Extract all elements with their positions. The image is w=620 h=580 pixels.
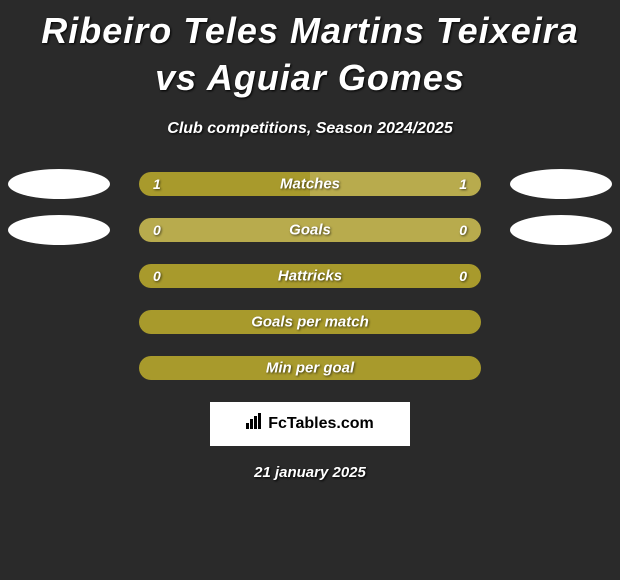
stat-value-right: 1 bbox=[459, 176, 467, 192]
date-text: 21 january 2025 bbox=[0, 464, 620, 481]
stat-label: Hattricks bbox=[278, 267, 342, 284]
player-ellipse-right bbox=[510, 169, 612, 199]
stat-label: Goals bbox=[289, 221, 331, 238]
stat-bar: 0 0 Hattricks bbox=[139, 264, 481, 288]
stat-label: Goals per match bbox=[251, 313, 369, 330]
chart-icon bbox=[246, 413, 264, 434]
stat-value-right: 0 bbox=[459, 222, 467, 238]
stat-label: Matches bbox=[280, 175, 340, 192]
player-ellipse-left bbox=[8, 169, 110, 199]
subtitle: Club competitions, Season 2024/2025 bbox=[0, 120, 620, 138]
stat-bar: 1 1 Matches bbox=[139, 172, 481, 196]
stat-value-right: 0 bbox=[459, 268, 467, 284]
stat-row: Goals per match bbox=[0, 310, 620, 334]
player-ellipse-left bbox=[8, 215, 110, 245]
logo-text: FcTables.com bbox=[268, 415, 374, 433]
page-title: Ribeiro Teles Martins Teixeira vs Aguiar… bbox=[0, 0, 620, 102]
logo-box: FcTables.com bbox=[210, 402, 410, 446]
stat-value-left: 0 bbox=[153, 222, 161, 238]
stat-bar: Min per goal bbox=[139, 356, 481, 380]
stat-row: Min per goal bbox=[0, 356, 620, 380]
stats-container: 1 1 Matches 0 0 Goals 0 0 Hattricks Goals per mat… bbox=[0, 172, 620, 380]
stat-bar: Goals per match bbox=[139, 310, 481, 334]
stat-row: 1 1 Matches bbox=[0, 172, 620, 196]
stat-row: 0 0 Goals bbox=[0, 218, 620, 242]
stat-label: Min per goal bbox=[266, 359, 354, 376]
stat-value-left: 1 bbox=[153, 176, 161, 192]
stat-bar: 0 0 Goals bbox=[139, 218, 481, 242]
player-ellipse-right bbox=[510, 215, 612, 245]
stat-value-left: 0 bbox=[153, 268, 161, 284]
stat-row: 0 0 Hattricks bbox=[0, 264, 620, 288]
